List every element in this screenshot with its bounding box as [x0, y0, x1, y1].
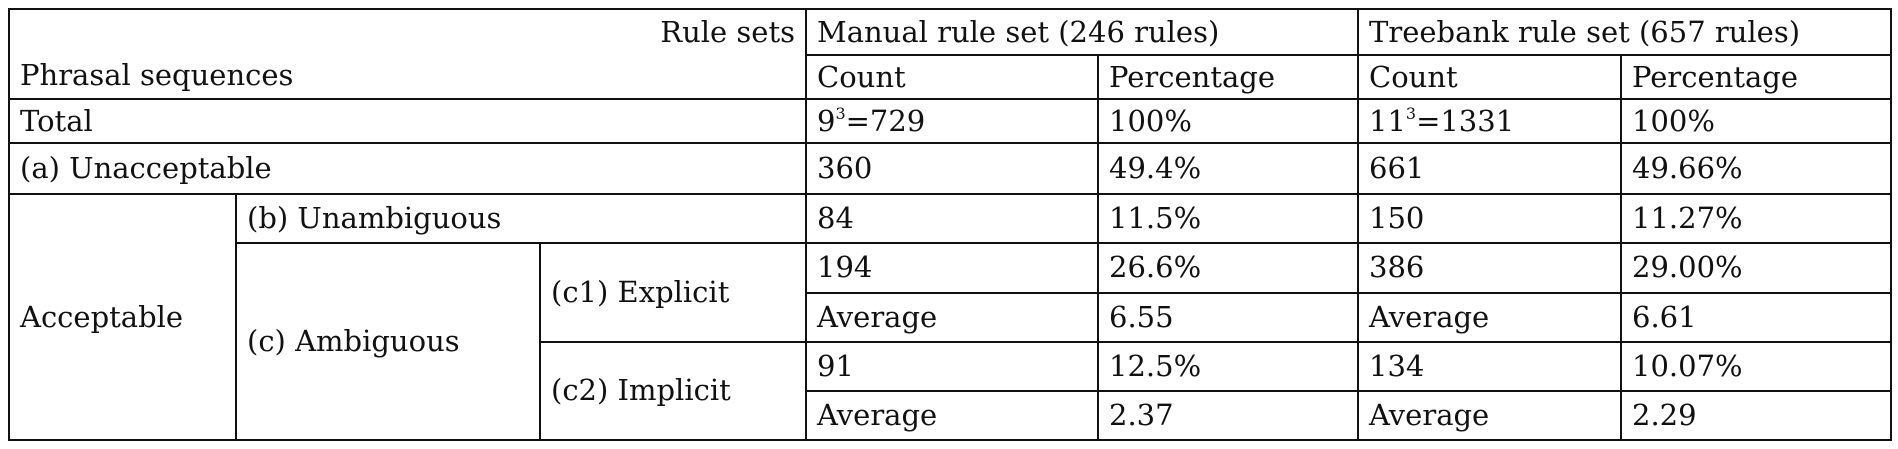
- manual-count-result: =729: [845, 103, 926, 138]
- implicit-manual-average: 2.37: [1096, 389, 1360, 442]
- treebank-count-header: Count: [1357, 54, 1623, 101]
- explicit-treebank-percentage: 29.00%: [1620, 242, 1893, 294]
- rule-sets-header: Rule sets: [8, 7, 807, 56]
- treebank-rule-set-header: Treebank rule set (657 rules): [1357, 7, 1893, 57]
- implicit-count-row: (c2) Implicit 91 12.5% 134 10.07%: [9, 340, 1893, 442]
- manual-count-exponent: 3: [835, 103, 846, 123]
- unacceptable-label: (a) Unacceptable: [8, 142, 807, 196]
- implicit-treebank-average: 2.29: [1620, 389, 1893, 442]
- explicit-manual-average-label: Average: [805, 291, 1099, 343]
- manual-count-base: 9: [817, 103, 836, 138]
- total-label: Total: [8, 98, 807, 145]
- explicit-average-row: Average 6.55 Average 6.61: [9, 291, 1893, 343]
- treebank-count-exponent: 3: [1405, 103, 1417, 123]
- manual-percentage-header: Percentage: [1096, 54, 1360, 101]
- manual-rule-set-header: Manual rule set (246 rules): [804, 7, 1360, 57]
- total-manual-percentage: 100%: [1096, 98, 1360, 145]
- implicit-manual-count: 91: [805, 340, 1099, 392]
- unacceptable-row: (a) Unacceptable 360 49.4% 661 49.66%: [8, 142, 1893, 196]
- explicit-manual-count: 194: [805, 242, 1099, 294]
- explicit-manual-percentage: 26.6%: [1096, 242, 1360, 294]
- unacceptable-treebank-count: 661: [1357, 142, 1623, 196]
- treebank-count-base: 11: [1369, 103, 1406, 138]
- implicit-treebank-average-label: Average: [1357, 389, 1623, 442]
- total-row: Total 93=729 100% 113=1331 100%: [8, 98, 1893, 145]
- implicit-treebank-count: 134: [1357, 340, 1623, 392]
- explicit-treebank-average: 6.61: [1620, 291, 1893, 343]
- total-treebank-percentage: 100%: [1620, 98, 1893, 145]
- phrasal-sequences-header: Phrasal sequences: [8, 55, 807, 101]
- unacceptable-manual-count: 360: [805, 142, 1099, 196]
- unambiguous-manual-percentage: 11.5%: [1096, 193, 1360, 245]
- results-table: Rule sets Manual rule set (246 rules) Tr…: [8, 7, 1893, 442]
- explicit-treebank-count: 386: [1357, 242, 1623, 294]
- unambiguous-manual-count: 84: [805, 193, 1099, 245]
- explicit-treebank-average-label: Average: [1357, 291, 1623, 343]
- manual-count-header: Count: [805, 54, 1099, 101]
- implicit-average-row: Average 2.37 Average 2.29: [9, 389, 1893, 442]
- unacceptable-manual-percentage: 49.4%: [1096, 142, 1360, 196]
- total-treebank-count: 113=1331: [1357, 98, 1623, 145]
- unambiguous-treebank-count: 150: [1357, 193, 1623, 245]
- implicit-manual-average-label: Average: [805, 389, 1099, 442]
- implicit-label: (c2) Implicit: [539, 340, 807, 442]
- explicit-label: (c1) Explicit: [539, 242, 807, 343]
- treebank-count-result: =1331: [1416, 103, 1515, 138]
- explicit-count-row: (c) Ambiguous (c1) Explicit 194 26.6% 38…: [9, 242, 1893, 441]
- header-row-2: Phrasal sequences Count Percentage Count…: [8, 54, 1893, 101]
- implicit-treebank-percentage: 10.07%: [1620, 340, 1893, 392]
- implicit-manual-percentage: 12.5%: [1096, 340, 1360, 392]
- unambiguous-treebank-percentage: 11.27%: [1620, 193, 1893, 245]
- acceptable-label: Acceptable: [8, 193, 237, 441]
- explicit-manual-average: 6.55: [1096, 291, 1360, 343]
- header-row-1: Rule sets Manual rule set (246 rules) Tr…: [8, 7, 1893, 57]
- total-manual-count: 93=729: [805, 98, 1099, 145]
- ambiguous-label: (c) Ambiguous: [235, 242, 541, 441]
- unacceptable-treebank-percentage: 49.66%: [1620, 142, 1893, 196]
- treebank-percentage-header: Percentage: [1620, 54, 1893, 101]
- unambiguous-label: (b) Unambiguous: [235, 193, 807, 245]
- unambiguous-row: Acceptable (b) Unambiguous 84 11.5% 150 …: [8, 193, 1893, 441]
